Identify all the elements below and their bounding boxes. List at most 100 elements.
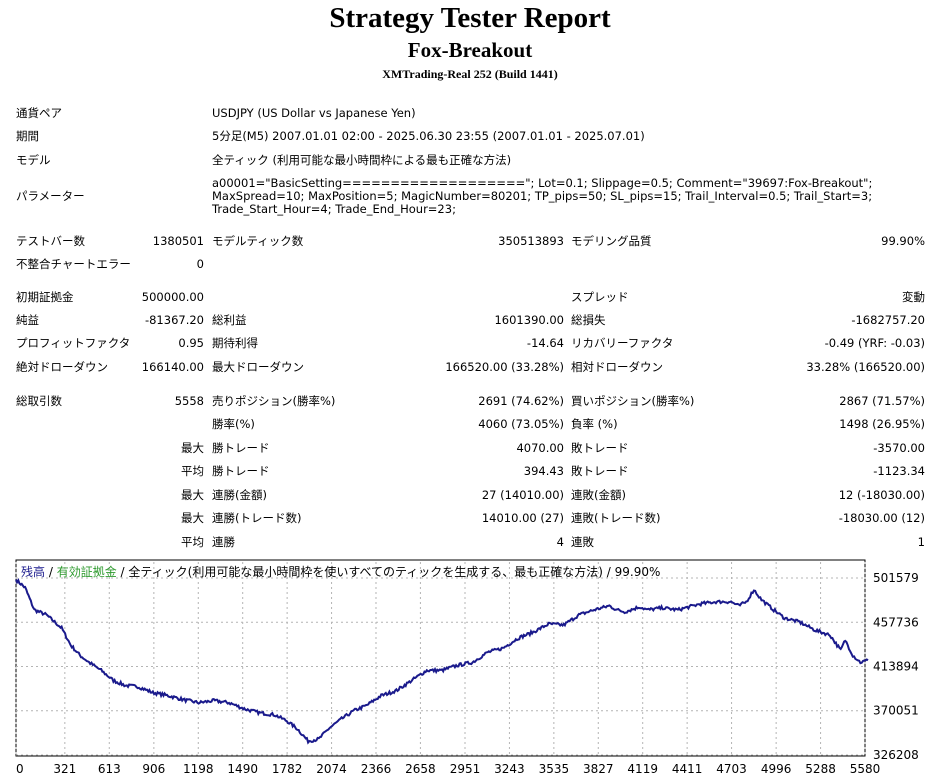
deposit-label: 初期証拠金: [16, 290, 74, 304]
x-tick-label: 613: [98, 762, 121, 776]
consec-win-count-label: 連勝(トレード数): [212, 511, 302, 525]
abs-dd-label: 絶対ドローダウン: [16, 360, 108, 374]
pair-value: USDJPY (US Dollar vs Japanese Yen): [212, 106, 416, 120]
gross-profit-value: 1601390.00: [494, 313, 564, 327]
pair-label: 通貨ペア: [16, 106, 62, 120]
rel-dd-label: 相対ドローダウン: [571, 360, 663, 374]
x-tick-label: 3243: [494, 762, 525, 776]
max-win-trade-value: 4070.00: [516, 441, 564, 455]
quality-value: 99.90%: [881, 234, 925, 248]
avg-consec-win-value: 4: [556, 535, 564, 549]
x-tick-label: 2074: [316, 762, 347, 776]
model-value: 全ティック (利用可能な最小時間枠による最も正確な方法): [212, 153, 512, 167]
y-axis: 501579 457736 413894 370051 326208: [873, 571, 919, 762]
short-label: 売りポジション(勝率%): [212, 394, 336, 408]
gross-loss-label: 総損失: [571, 313, 606, 327]
max-loss-trade-label: 敗トレード: [571, 441, 629, 455]
avg-prefix: 平均: [181, 464, 204, 478]
bars-value: 1380501: [152, 234, 204, 248]
short-value: 2691 (74.62%): [478, 394, 564, 408]
recovery-value: -0.49 (YRF: -0.03): [824, 336, 925, 350]
recovery-label: リカバリーファクタ: [571, 336, 674, 350]
pf-value: 0.95: [178, 336, 204, 350]
period-label: 期間: [16, 129, 39, 143]
abs-dd-value: 166140.00: [141, 360, 204, 374]
x-tick-label: 4119: [627, 762, 658, 776]
payoff-label: 期待利得: [212, 336, 258, 350]
y-tick-label: 413894: [873, 659, 919, 673]
legend-balance: 残高: [21, 564, 45, 579]
ea-name: Fox-Breakout: [407, 38, 533, 62]
win-rate-value: 4060 (73.05%): [478, 417, 564, 431]
spread-value: 変動: [902, 290, 925, 304]
long-value: 2867 (71.57%): [839, 394, 925, 408]
chart-grid: [15, 562, 866, 756]
net-label: 純益: [16, 313, 39, 327]
balance-chart: 501579 457736 413894 370051 326208 0 321 613 90…: [15, 559, 919, 776]
model-label: モデル: [16, 153, 51, 167]
consec-win-amount-value: 27 (14010.00): [481, 488, 564, 502]
x-tick-label: 2951: [450, 762, 481, 776]
x-tick-label: 4703: [716, 762, 747, 776]
net-value: -81367.20: [144, 313, 204, 327]
max-prefix: 最大: [181, 511, 204, 525]
legend-equity: 有効証拠金: [57, 564, 117, 579]
ticks-value: 350513893: [498, 234, 564, 248]
avg-prefix: 平均: [181, 535, 204, 549]
quality-label: モデリング品質: [571, 234, 652, 248]
bars-label: テストバー数: [16, 234, 85, 248]
x-tick-label: 4996: [761, 762, 792, 776]
balance-line: [15, 578, 869, 745]
max-win-trade-label: 勝トレード: [212, 441, 270, 455]
max-dd-value: 166520.00 (33.28%): [445, 360, 564, 374]
x-tick-label: 2658: [405, 762, 436, 776]
mismatch-value: 0: [196, 257, 204, 271]
spread-label: スプレッド: [571, 290, 629, 304]
max-dd-label: 最大ドローダウン: [212, 360, 304, 374]
x-tick-label: 3535: [539, 762, 570, 776]
pf-label: プロフィットファクタ: [16, 336, 131, 350]
consec-loss-amount-value: 12 (-18030.00): [838, 488, 925, 502]
x-tick-label: 906: [142, 762, 165, 776]
avg-consec-loss-value: 1: [917, 535, 925, 549]
payoff-value: -14.64: [526, 336, 564, 350]
consec-loss-count-value: -18030.00 (12): [838, 511, 925, 525]
consec-loss-count-label: 連敗(トレード数): [571, 511, 661, 525]
params-value: a00001="BasicSetting==================="…: [212, 176, 873, 216]
params-label: パラメーター: [16, 189, 85, 203]
x-tick-label: 4411: [672, 762, 703, 776]
chart-legend: 残高 / 有効証拠金 / 全ティック(利用可能な最小時間枠を使いすべてのティック…: [21, 564, 660, 579]
avg-win-trade-value: 394.43: [523, 464, 564, 478]
consec-loss-amount-label: 連敗(金額): [571, 488, 626, 502]
x-tick-label: 2366: [361, 762, 392, 776]
mismatch-label: 不整合チャートエラー: [16, 257, 131, 271]
gross-loss-value: -1682757.20: [851, 313, 925, 327]
chart-frame: [15, 559, 866, 757]
x-tick-label: 1782: [272, 762, 303, 776]
avg-consec-win-label: 連勝: [212, 535, 235, 549]
x-tick-label: 1490: [227, 762, 258, 776]
long-label: 買いポジション(勝率%): [571, 394, 695, 408]
y-tick-label: 326208: [873, 748, 919, 762]
max-loss-trade-value: -3570.00: [873, 441, 925, 455]
loss-rate-label: 負率 (%): [571, 417, 618, 431]
total-trades-label: 総取引数: [16, 394, 62, 408]
avg-loss-trade-value: -1123.34: [873, 464, 925, 478]
deposit-value: 500000.00: [141, 290, 204, 304]
avg-loss-trade-label: 敗トレード: [571, 464, 629, 478]
avg-consec-loss-label: 連敗: [571, 535, 594, 549]
x-tick-label: 0: [16, 762, 24, 776]
x-tick-label: 3827: [583, 762, 614, 776]
y-tick-label: 370051: [873, 704, 919, 718]
avg-win-trade-label: 勝トレード: [212, 464, 270, 478]
rel-dd-value: 33.28% (166520.00): [806, 360, 925, 374]
x-tick-label: 5580: [850, 762, 881, 776]
consec-win-count-value: 14010.00 (27): [481, 511, 564, 525]
x-tick-label: 5288: [805, 762, 836, 776]
y-tick-label: 501579: [873, 571, 919, 585]
legend-description: / 全ティック(利用可能な最小時間枠を使いすべてのティックを生成する、最も正確な…: [117, 564, 661, 579]
y-tick-label: 457736: [873, 615, 919, 629]
x-tick-label: 1198: [183, 762, 214, 776]
loss-rate-value: 1498 (26.95%): [839, 417, 925, 431]
x-axis: 0 321 613 906 1198 1490 1782 2074 2366 2658 2951 32…: [16, 762, 880, 776]
